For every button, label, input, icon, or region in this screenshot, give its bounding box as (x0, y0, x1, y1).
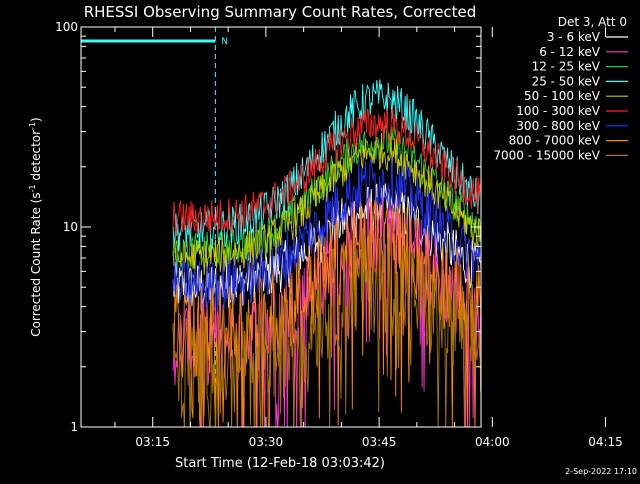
x-tick-label-3: 04:00 (475, 435, 510, 449)
x-tick-label-2: 03:45 (362, 435, 397, 449)
x-tick-label-0: 03:15 (135, 435, 170, 449)
y-tick-label-1: 10 (63, 220, 78, 234)
y-axis-label: Corrected Count Rate (s-1 detector-1) (28, 117, 43, 336)
y-tick-label-2: 100 (55, 20, 78, 34)
y-axis: 1 10 100 (55, 20, 481, 434)
plot-area: N (81, 27, 481, 427)
series-line-0 (172, 183, 481, 309)
legend-label-8: 7000 - 15000 keV (493, 148, 600, 162)
x-tick-label-4: 04:15 (588, 435, 623, 449)
legend-label-5: 100 - 300 keV (516, 104, 600, 118)
series-line-6 (172, 155, 481, 313)
legend-label-1: 6 - 12 keV (539, 45, 601, 59)
legend-label-2: 12 - 25 keV (532, 60, 601, 74)
x-axis-label: Start Time (12-Feb-18 03:03:42) (175, 456, 385, 471)
series-line-5 (172, 106, 481, 237)
legend-label-6: 300 - 800 keV (516, 119, 600, 133)
legend-label-7: 800 - 7000 keV (509, 134, 601, 148)
y-tick-label-0: 1 (70, 420, 78, 434)
plot-inner: N (81, 27, 481, 427)
y-axis-label-mid: detector (29, 130, 43, 185)
legend-label-4: 50 - 100 keV (524, 89, 601, 103)
series-line-8 (172, 228, 481, 427)
series-line-4 (172, 133, 481, 276)
y-axis-label-sup1: -1 (28, 184, 37, 192)
x-tick-label-1: 03:30 (249, 435, 284, 449)
legend-detector-label: Det 3, Att 0 (558, 15, 627, 29)
chart-title: RHESSI Observing Summary Count Rates, Co… (84, 3, 477, 21)
series-line-3 (172, 79, 481, 252)
night-marker: N (221, 37, 228, 47)
y-axis-label-end: ) (29, 117, 43, 122)
y-axis-label-sup2: -1 (28, 122, 37, 130)
timestamp: 2-Sep-2022 17:10 (565, 467, 637, 476)
legend-label-0: 3 - 6 keV (547, 30, 601, 44)
legend-label-3: 25 - 50 keV (532, 74, 601, 88)
y-axis-label-main: Corrected Count Rate (s (29, 192, 43, 336)
